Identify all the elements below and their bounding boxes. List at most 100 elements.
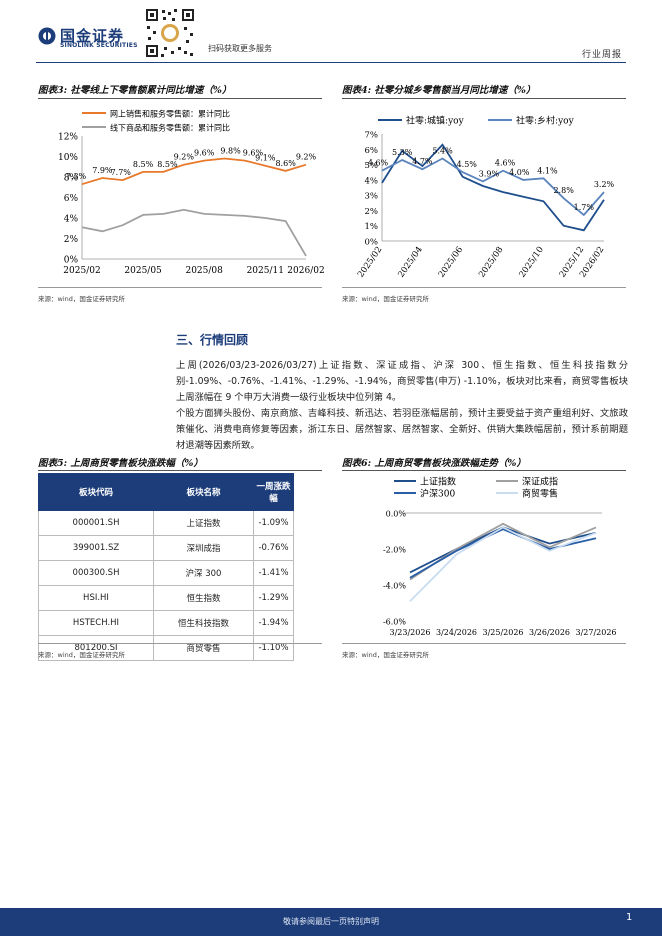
cell-name: 恒生科技指数 [153, 610, 254, 636]
y-tick-label: -6.0% [383, 618, 406, 627]
x-tick-label: 2025/10 [517, 245, 545, 280]
fig4-title: 图表4: 社零分城乡零售额当月同比增速（%） [342, 85, 536, 96]
cell-code: 801200.SI [38, 635, 154, 661]
table-row: 000001.SH 上证指数 -1.09% [38, 510, 294, 536]
cell-code: 399001.SZ [38, 535, 154, 561]
x-tick-label: 2025/02 [63, 266, 100, 276]
document-type: 行业周报 [582, 50, 623, 60]
fig3-title: 图表3: 社零线上下零售额累计同比增速（%） [38, 85, 232, 96]
data-label: 7.9% [92, 166, 113, 175]
table-row: 801200.SI 商贸零售 -1.10% [38, 635, 294, 661]
brand-name-en: SINOLINK SECURITIES [60, 42, 138, 49]
cell-name: 深圳成指 [153, 535, 254, 561]
data-label: 3.2% [594, 180, 615, 189]
legend-label: 社零:城镇:yoy [406, 115, 465, 127]
col-header-name: 板块名称 [153, 473, 254, 511]
table-header-row: 板块代码 板块名称 一周涨跌幅 [38, 473, 294, 511]
cell-code: 000001.SH [38, 510, 154, 536]
data-label: 9.6% [243, 149, 264, 158]
data-label: 8.5% [157, 160, 178, 169]
table-row: HSI.HI 恒生指数 -1.29% [38, 585, 294, 611]
data-label: 7.7% [111, 168, 132, 177]
fig3-top-rule [38, 98, 322, 99]
y-tick-label: 0% [365, 238, 379, 248]
x-tick-label: 2025/08 [185, 266, 223, 276]
data-label: 9.8% [220, 147, 241, 156]
series-line-1 [81, 157, 307, 186]
y-tick-label: 12% [58, 133, 78, 143]
section-paragraph-1: 上周(2026/03/23-2026/03/27)上证指数、深证成指、沪深 30… [176, 360, 628, 403]
fig3-source: 来源：wind，国金证券研究所 [38, 295, 125, 303]
fig5-source: 来源：wind，国金证券研究所 [38, 651, 125, 659]
data-label: 7.3% [66, 172, 87, 181]
x-tick-label: 2026/02 [287, 266, 324, 276]
fig4-top-rule [342, 98, 626, 99]
cell-name: 恒生指数 [153, 585, 254, 611]
page-number: 1 [626, 912, 633, 923]
cell-code: 000300.SH [38, 560, 154, 586]
legend-label: 社零:乡村:yoy [516, 115, 575, 127]
series-line-4 [409, 526, 597, 602]
legend-label: 网上销售和服务零售额：累计同比 [110, 109, 230, 119]
y-tick-label: 1% [365, 222, 379, 232]
data-label: 9.2% [174, 153, 195, 162]
col-header-change: 一周涨跌幅 [253, 473, 294, 511]
qr-code-icon[interactable] [144, 7, 196, 59]
data-label: 3.9% [479, 169, 500, 178]
cell-name: 商贸零售 [153, 635, 254, 661]
series-line-1 [409, 526, 597, 574]
fig5-bottom-rule [38, 643, 322, 644]
table-row: 000300.SH 沪深 300 -1.41% [38, 560, 294, 586]
fig4-source: 来源：wind，国金证券研究所 [342, 295, 429, 303]
data-label: 9.6% [194, 149, 215, 158]
data-label: 4.5% [457, 160, 478, 169]
data-label: 9.2% [296, 153, 317, 162]
x-tick-label: 3/24/2026 [436, 628, 477, 637]
y-tick-label: 3% [365, 192, 379, 202]
brand-logo-icon [38, 27, 56, 45]
legend-label: 线下商品和服务零售额：累计同比 [110, 123, 230, 133]
data-label: 1.7% [574, 203, 595, 212]
x-tick-label: 3/25/2026 [482, 628, 523, 637]
y-tick-label: 2% [365, 207, 379, 217]
fig3-bottom-rule [38, 287, 322, 288]
cell-change: -1.41% [253, 560, 294, 586]
cell-change: -1.29% [253, 585, 294, 611]
fig6-chart: 0.0% -2.0% -4.0% -6.0%3/23/2026 3/24/2026 3/2… [383, 476, 617, 638]
y-tick-label: -4.0% [383, 582, 406, 591]
footer-disclaimer[interactable]: 敬请参阅最后一页特别声明 [283, 917, 379, 926]
data-label: 2.8% [553, 186, 574, 195]
header-divider [36, 62, 626, 63]
x-tick-label: 2025/08 [477, 245, 505, 280]
cell-change: -1.09% [253, 510, 294, 536]
y-tick-label: 6% [64, 194, 79, 204]
series-line-2 [381, 157, 605, 217]
legend-label: 上证指数 [420, 476, 456, 488]
x-tick-label: 3/27/2026 [575, 628, 616, 637]
x-tick-label: 3/26/2026 [529, 628, 570, 637]
qr-caption: 扫码获取更多服务 [208, 44, 272, 53]
cell-code: HSI.HI [38, 585, 154, 611]
y-tick-label: 0.0% [386, 510, 407, 519]
fig6-bottom-rule [342, 643, 626, 644]
cell-change: -1.10% [253, 635, 294, 661]
series-line-2 [409, 522, 597, 581]
legend-label: 沪深300 [420, 488, 455, 500]
y-tick-label: 8% [64, 174, 79, 184]
table-row: HSTECH.HI 恒生科技指数 -1.94% [38, 610, 294, 636]
col-header-code: 板块代码 [38, 473, 154, 511]
series-line-1 [381, 143, 605, 232]
fig5-top-rule [38, 470, 322, 471]
fig5-title: 图表5: 上周商贸零售板块涨跌幅（%） [38, 458, 203, 469]
y-tick-label: 4% [64, 215, 79, 225]
data-label: 4.6% [368, 159, 389, 168]
fig4-chart: 0% 1% 2% 3% 4% 5% 6% 7% 2025/02 2025/04 2025/06 202… [356, 115, 615, 280]
x-tick-label: 2025/06 [437, 245, 465, 280]
series-line-3 [409, 528, 597, 579]
y-tick-label: 6% [365, 146, 379, 156]
y-tick-label: 5% [365, 161, 379, 171]
footer-bar [0, 908, 662, 936]
y-tick-label: 2% [64, 235, 79, 245]
fig6-source: 来源：wind，国金证券研究所 [342, 651, 429, 659]
y-tick-label: 4% [365, 176, 379, 186]
